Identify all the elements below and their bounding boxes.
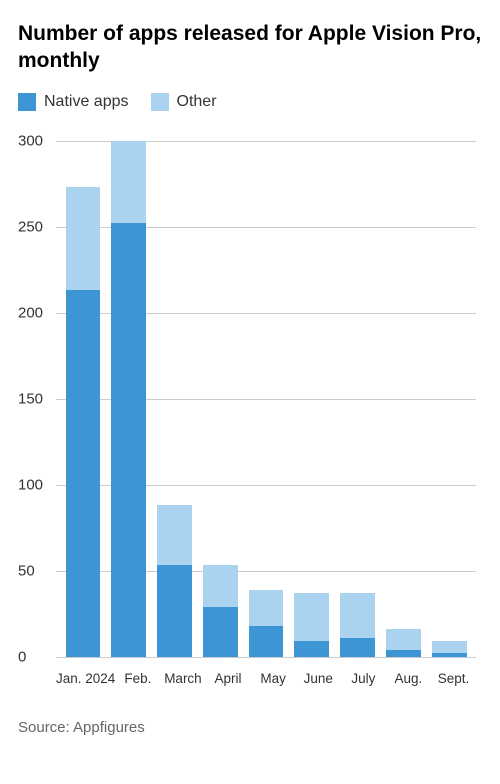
bar <box>203 565 238 656</box>
bar-segment-native <box>386 650 421 657</box>
x-tick-label: Jan. 2024 <box>56 663 115 693</box>
bar <box>157 505 192 656</box>
bar <box>386 629 421 657</box>
gridline <box>56 657 476 658</box>
bar-segment-native <box>432 653 467 656</box>
bar <box>340 593 375 657</box>
x-axis-labels: Jan. 2024Feb.MarchAprilMayJuneJulyAug.Se… <box>56 663 476 693</box>
bar-segment-native <box>249 626 284 657</box>
bar-segment-other <box>66 187 101 290</box>
bar <box>111 141 146 657</box>
bar-segment-native <box>111 223 146 656</box>
legend: Native apps Other <box>18 93 482 111</box>
bar-slot <box>426 141 472 657</box>
bars-container <box>56 141 476 657</box>
bar <box>432 641 467 656</box>
y-tick-label: 150 <box>18 390 52 407</box>
bar-segment-other <box>386 629 421 650</box>
legend-item-other: Other <box>151 93 217 111</box>
chart: 050100150200250300 Jan. 2024Feb.MarchApr… <box>18 133 482 693</box>
y-tick-label: 300 <box>18 132 52 149</box>
bar-slot <box>152 141 198 657</box>
legend-label-native: Native apps <box>44 93 129 111</box>
y-tick-label: 200 <box>18 304 52 321</box>
bar-slot <box>289 141 335 657</box>
bar <box>249 590 284 657</box>
y-tick-label: 0 <box>18 648 52 665</box>
x-tick-label: April <box>206 663 251 693</box>
legend-swatch-native <box>18 93 36 111</box>
x-tick-label: June <box>296 663 341 693</box>
bar-slot <box>106 141 152 657</box>
bar-segment-native <box>203 607 238 657</box>
bar-slot <box>243 141 289 657</box>
chart-title: Number of apps released for Apple Vision… <box>18 20 482 75</box>
bar-segment-other <box>157 505 192 565</box>
bar-slot <box>380 141 426 657</box>
source-text: Source: Appfigures <box>18 719 482 736</box>
bar-slot <box>60 141 106 657</box>
plot-area: 050100150200250300 <box>56 141 476 657</box>
x-tick-label: Sept. <box>431 663 476 693</box>
bar-segment-other <box>432 641 467 653</box>
legend-swatch-other <box>151 93 169 111</box>
bar <box>294 593 329 657</box>
y-tick-label: 100 <box>18 476 52 493</box>
bar-slot <box>197 141 243 657</box>
bar-segment-other <box>111 141 146 224</box>
bar-segment-native <box>66 290 101 656</box>
bar-slot <box>335 141 381 657</box>
x-tick-label: Feb. <box>115 663 160 693</box>
bar-segment-native <box>294 641 329 656</box>
bar-segment-native <box>340 638 375 657</box>
bar-segment-native <box>157 565 192 656</box>
legend-item-native: Native apps <box>18 93 129 111</box>
bar <box>66 187 101 657</box>
bar-segment-other <box>249 590 284 626</box>
y-tick-label: 50 <box>18 562 52 579</box>
bar-segment-other <box>203 565 238 606</box>
y-tick-label: 250 <box>18 218 52 235</box>
bar-segment-other <box>294 593 329 641</box>
x-tick-label: Aug. <box>386 663 431 693</box>
legend-label-other: Other <box>177 93 217 111</box>
x-tick-label: May <box>251 663 296 693</box>
x-tick-label: July <box>341 663 386 693</box>
x-tick-label: March <box>160 663 205 693</box>
bar-segment-other <box>340 593 375 638</box>
